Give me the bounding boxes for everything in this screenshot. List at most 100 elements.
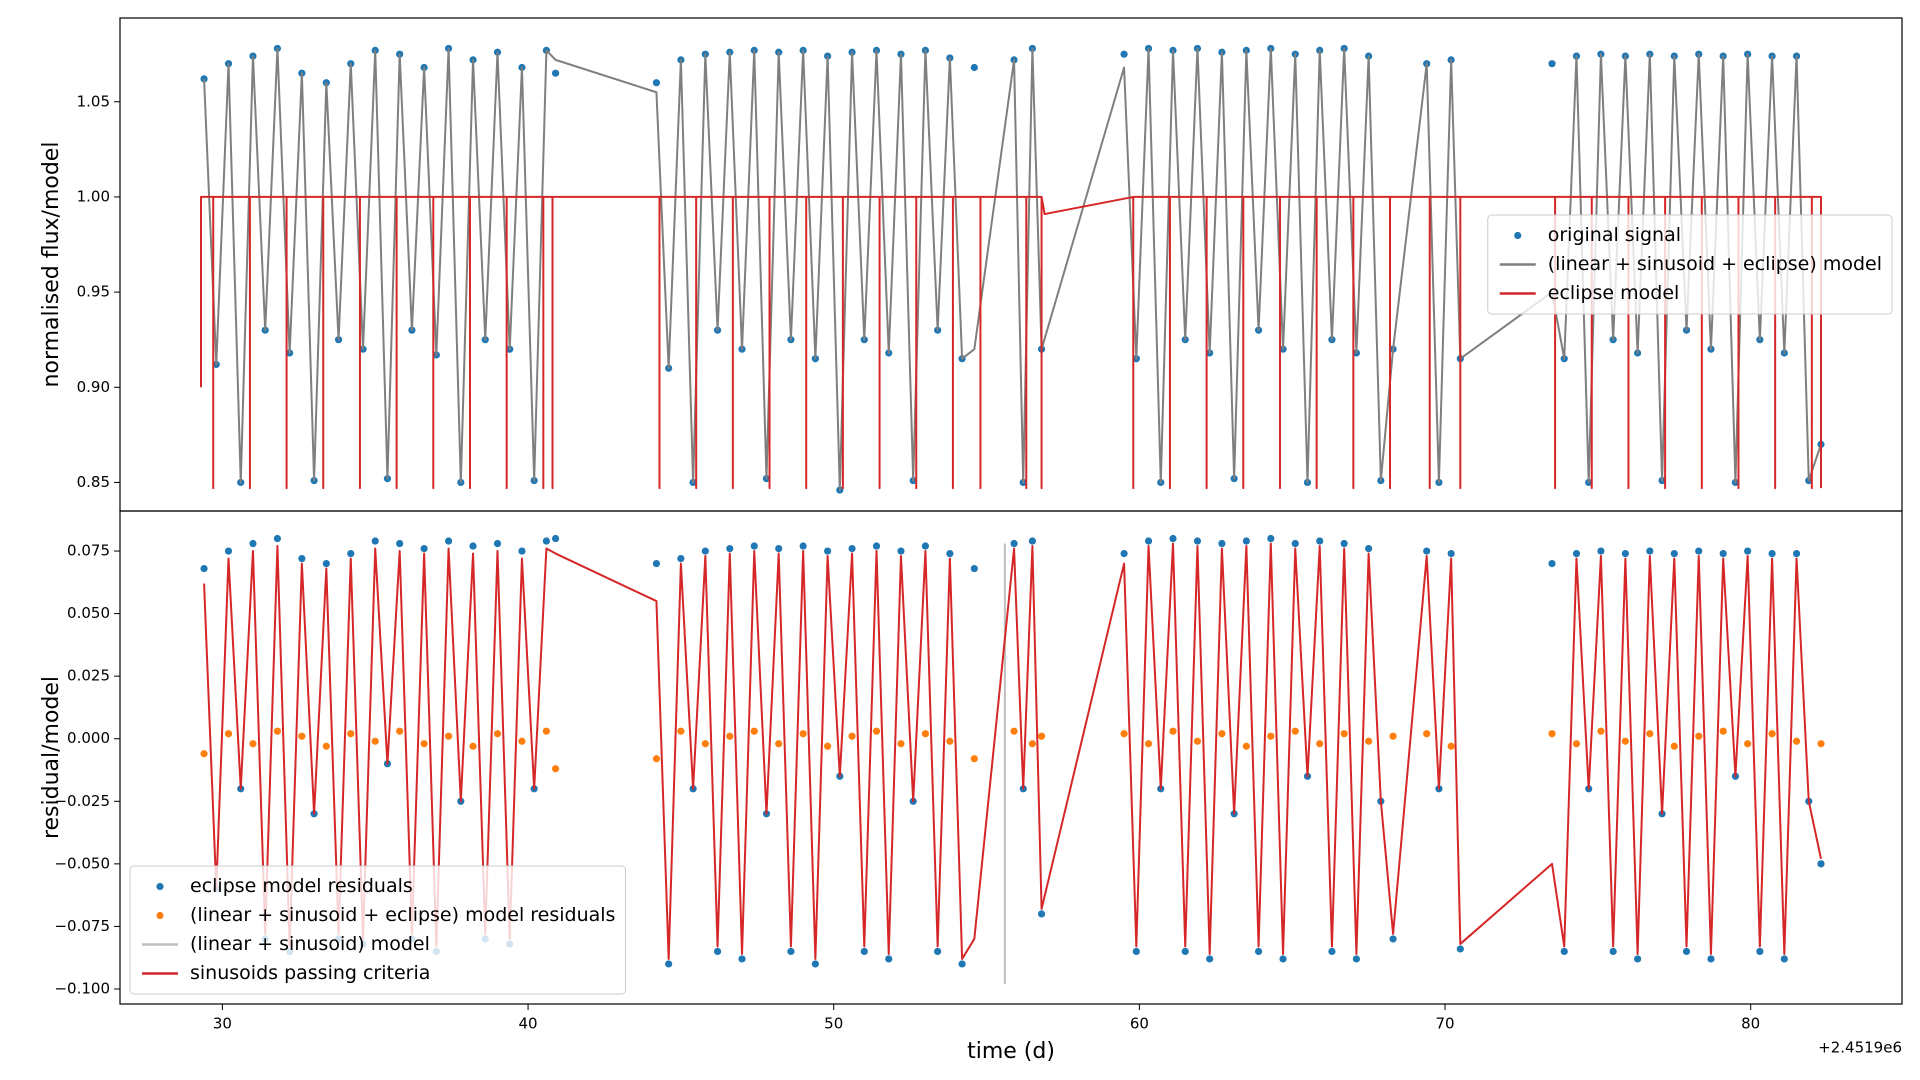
data-point xyxy=(298,732,306,740)
data-line xyxy=(203,542,1822,960)
data-point xyxy=(1316,537,1324,545)
data-point xyxy=(347,549,355,558)
legend: eclipse model residuals (linear + sinusoi… xyxy=(129,865,626,995)
data-point xyxy=(1037,910,1046,918)
data-point xyxy=(1389,732,1397,740)
data-point xyxy=(1609,947,1617,956)
data-point xyxy=(1744,740,1752,748)
data-point xyxy=(1597,547,1605,555)
data-point xyxy=(1792,549,1801,558)
data-point xyxy=(811,960,819,968)
data-point xyxy=(444,537,453,545)
legend-item: (linear + sinusoid + eclipse) model xyxy=(1499,253,1882,275)
data-point xyxy=(420,544,428,553)
data-point xyxy=(1028,537,1036,545)
y-tick-label: 0.90 xyxy=(77,378,110,396)
data-point xyxy=(897,740,905,748)
data-point xyxy=(444,732,453,740)
data-point xyxy=(371,737,379,745)
legend-label: (linear + sinusoid + eclipse) model resi… xyxy=(190,904,615,926)
data-point xyxy=(652,559,661,568)
data-point xyxy=(1193,537,1202,545)
data-point xyxy=(1670,742,1678,750)
data-point xyxy=(1365,737,1373,745)
data-point xyxy=(1447,549,1455,558)
data-point xyxy=(224,547,233,555)
data-point xyxy=(396,727,404,735)
data-point xyxy=(1447,742,1455,750)
y-tick-label: −0.075 xyxy=(54,917,110,935)
plot-area xyxy=(200,534,1825,984)
legend-item: (linear + sinusoid + eclipse) model resi… xyxy=(156,904,615,926)
data-point xyxy=(1560,947,1568,956)
data-point xyxy=(1792,737,1801,745)
data-point xyxy=(200,750,208,758)
x-axis-label: time (d) xyxy=(967,1039,1055,1064)
data-point xyxy=(799,730,807,738)
legend-box xyxy=(1487,214,1893,315)
x-tick-label: 30 xyxy=(213,1015,232,1033)
y-tick-label: 0.95 xyxy=(77,283,110,301)
legend-marker xyxy=(1514,231,1522,240)
data-point xyxy=(1340,539,1348,548)
data-point xyxy=(824,547,832,555)
data-point xyxy=(1181,947,1189,956)
legend-marker xyxy=(156,911,164,920)
data-point xyxy=(273,727,282,735)
data-point xyxy=(469,742,477,750)
data-point xyxy=(787,947,795,956)
data-point xyxy=(1456,945,1464,953)
data-point xyxy=(1291,727,1299,735)
data-point xyxy=(1144,537,1153,545)
data-point xyxy=(775,544,783,553)
data-point xyxy=(1621,737,1629,745)
data-point xyxy=(1572,740,1581,748)
data-point xyxy=(1756,947,1764,956)
legend-item: original signal xyxy=(1514,224,1681,246)
y-tick-label: 0.050 xyxy=(67,604,110,622)
legend-label: original signal xyxy=(1548,224,1681,246)
data-point xyxy=(1768,730,1776,738)
data-point xyxy=(1120,50,1128,58)
data-point xyxy=(249,740,257,748)
data-point xyxy=(1218,539,1226,548)
x-tick-label: 40 xyxy=(519,1015,538,1033)
data-point xyxy=(677,554,685,563)
data-point xyxy=(1316,740,1324,748)
data-point xyxy=(1242,537,1250,545)
data-point xyxy=(1719,549,1727,558)
data-point xyxy=(469,542,477,550)
data-point xyxy=(1028,740,1036,748)
data-point xyxy=(958,960,966,968)
data-point xyxy=(885,955,893,963)
data-point xyxy=(848,544,856,553)
data-point xyxy=(1548,60,1556,68)
data-point xyxy=(738,955,746,963)
data-point xyxy=(775,740,783,748)
data-point xyxy=(1037,732,1046,740)
y-tick-label: −0.025 xyxy=(54,792,110,810)
data-point xyxy=(420,740,428,748)
plot-area xyxy=(200,44,1825,494)
data-point xyxy=(551,69,560,77)
data-point xyxy=(273,534,282,543)
data-point xyxy=(652,755,661,763)
legend-label: sinusoids passing criteria xyxy=(190,962,430,984)
y-tick-label: 1.05 xyxy=(77,92,110,110)
data-point xyxy=(518,737,526,745)
data-point xyxy=(1010,539,1018,548)
data-point xyxy=(1597,727,1605,735)
y-tick-label: −0.100 xyxy=(54,979,110,997)
data-point xyxy=(347,730,355,738)
y-tick-label: 0.000 xyxy=(67,729,110,747)
data-point xyxy=(1389,935,1397,943)
data-point xyxy=(493,730,502,738)
data-point xyxy=(970,63,978,72)
data-point xyxy=(542,537,550,545)
legend-label: (linear + sinusoid) model xyxy=(190,933,430,955)
data-point xyxy=(1695,547,1703,555)
data-point xyxy=(1328,947,1336,956)
data-point xyxy=(1670,549,1678,558)
data-point xyxy=(701,740,709,748)
data-point xyxy=(1169,727,1177,735)
